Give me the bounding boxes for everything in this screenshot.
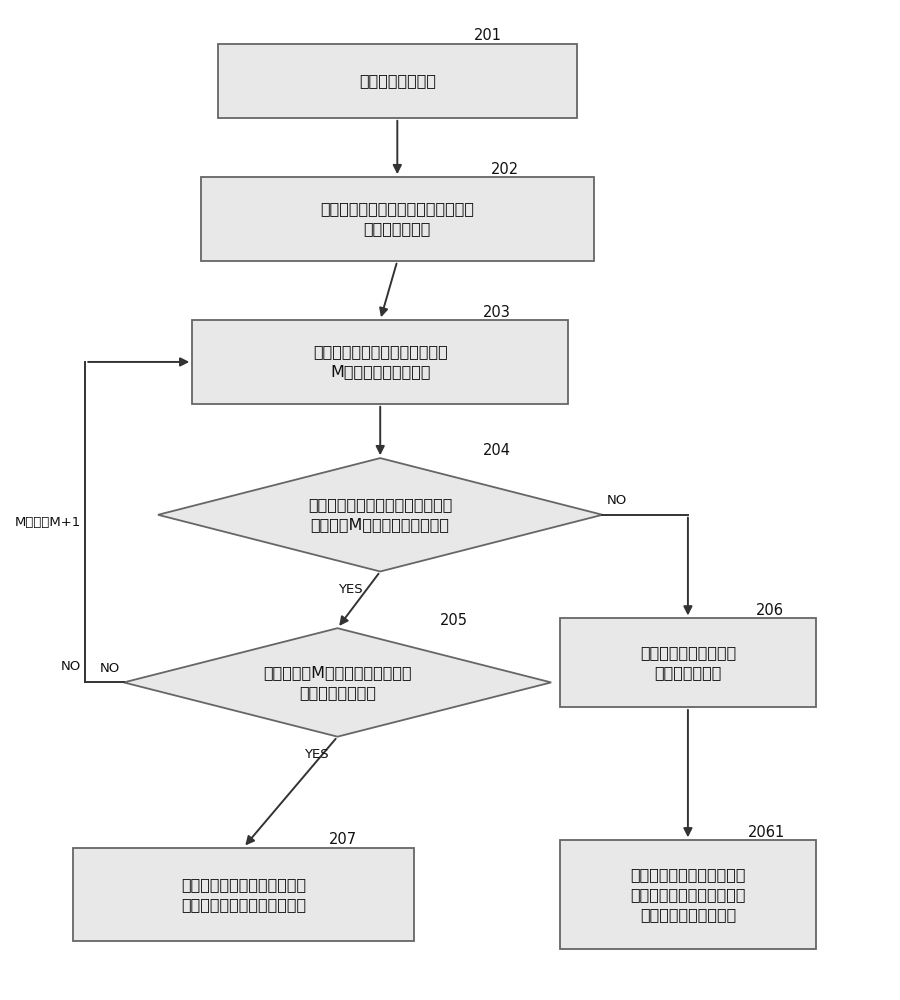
Text: 根据所述添加指令信息，获取第
M界面的剩余空间信息: 根据所述添加指令信息，获取第 M界面的剩余空间信息 <box>313 345 447 379</box>
Text: 在所述界面中添加所述
图标，流程结束: 在所述界面中添加所述 图标，流程结束 <box>640 645 736 680</box>
Text: 202: 202 <box>491 162 519 177</box>
Text: 判断所述待添加图标的空间信息是
否大于第M界面的剩余空间信息: 判断所述待添加图标的空间信息是 否大于第M界面的剩余空间信息 <box>308 497 453 532</box>
FancyBboxPatch shape <box>218 44 577 118</box>
Text: YES: YES <box>304 748 328 762</box>
Polygon shape <box>124 628 551 737</box>
Text: 判断所述第M显示界面是否为最后
一个待判断的界面: 判断所述第M显示界面是否为最后 一个待判断的界面 <box>263 665 412 700</box>
Text: NO: NO <box>61 660 81 673</box>
FancyBboxPatch shape <box>201 177 594 261</box>
Text: NO: NO <box>607 494 627 507</box>
Text: 201: 201 <box>474 28 502 43</box>
Text: NO: NO <box>99 662 120 675</box>
FancyBboxPatch shape <box>560 618 816 707</box>
Text: 205: 205 <box>440 613 468 628</box>
Text: 在添加所述图标后，按照图
标使用频率对当前显示界面
中的所有图标进行排序: 在添加所述图标后，按照图 标使用频率对当前显示界面 中的所有图标进行排序 <box>630 867 746 922</box>
Text: 204: 204 <box>482 443 511 458</box>
Text: 新建另一界面，并在新建的界
面中添加所述图标，流程结束: 新建另一界面，并在新建的界 面中添加所述图标，流程结束 <box>181 877 306 912</box>
FancyBboxPatch shape <box>73 848 414 941</box>
Text: 203: 203 <box>482 305 510 320</box>
Text: 获取添加指令信息: 获取添加指令信息 <box>359 73 436 88</box>
Text: M赋值为M+1: M赋值为M+1 <box>14 516 81 529</box>
Polygon shape <box>158 458 602 571</box>
Text: YES: YES <box>338 583 363 596</box>
Text: 206: 206 <box>756 603 784 618</box>
Text: 2061: 2061 <box>748 825 785 840</box>
Text: 根据所述添加指令信息，获取待添加
图标的空间信息: 根据所述添加指令信息，获取待添加 图标的空间信息 <box>320 202 474 236</box>
FancyBboxPatch shape <box>193 320 568 404</box>
FancyBboxPatch shape <box>560 840 816 949</box>
Text: 207: 207 <box>328 832 357 847</box>
